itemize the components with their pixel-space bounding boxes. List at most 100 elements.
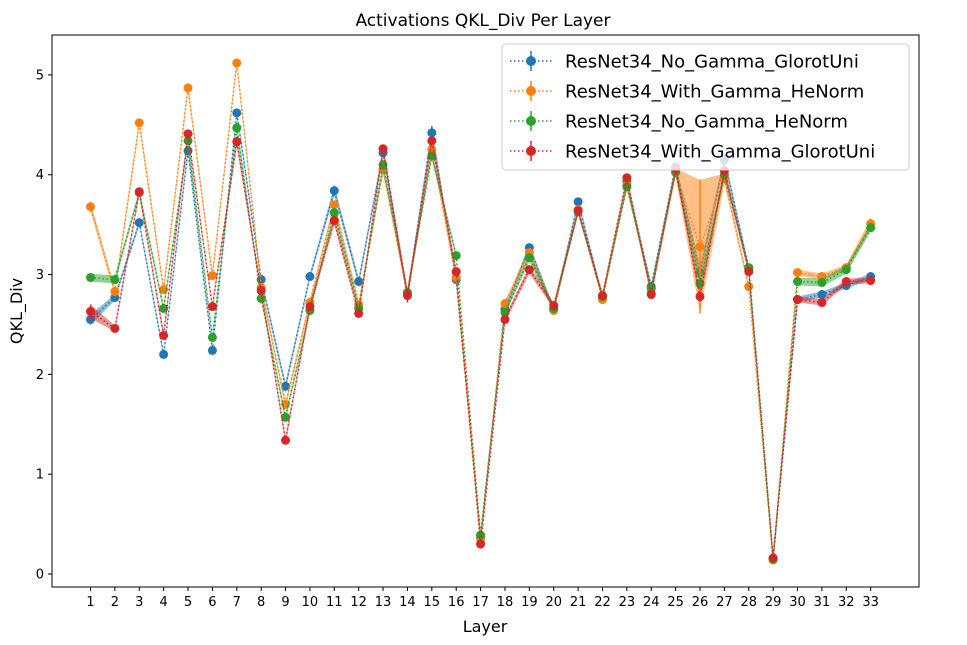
series-1-point	[354, 277, 364, 287]
legend-marker	[526, 116, 536, 126]
series-2-point	[110, 287, 120, 297]
series-1-point	[281, 381, 291, 391]
series-3-point	[329, 208, 339, 218]
x-tick-label: 19	[521, 595, 538, 610]
legend-label: ResNet34_No_Gamma_GlorotUni	[565, 52, 859, 73]
series-1-point	[232, 108, 242, 118]
series-1-point	[817, 290, 827, 300]
series-4-point	[329, 216, 339, 226]
y-tick-label: 4	[36, 168, 44, 183]
series-2-point	[183, 83, 193, 93]
y-tick-label: 0	[36, 568, 44, 583]
series-4-point	[841, 277, 851, 287]
x-tick-label: 1	[86, 595, 94, 610]
series-3-point	[866, 223, 876, 233]
series-3-point	[281, 412, 291, 422]
series-4-point	[159, 330, 169, 340]
x-tick-label: 22	[594, 595, 611, 610]
series-4-point	[866, 276, 876, 286]
x-tick-label: 23	[619, 595, 636, 610]
series-4-point	[500, 314, 510, 324]
series-4-point	[281, 435, 291, 445]
series-4-point	[354, 308, 364, 318]
x-tick-label: 12	[350, 595, 367, 610]
y-tick-label: 2	[36, 368, 44, 383]
x-tick-label: 5	[184, 595, 192, 610]
series-4-point	[207, 302, 217, 312]
series-3-point	[256, 294, 266, 304]
x-tick-label: 33	[862, 595, 879, 610]
series-1-point	[305, 272, 315, 282]
x-tick-label: 13	[375, 595, 392, 610]
series-3-point	[476, 530, 486, 540]
series-4-point	[134, 187, 144, 197]
series-4-point	[402, 291, 412, 301]
x-tick-label: 18	[497, 595, 514, 610]
series-4-point	[622, 173, 632, 183]
series-2-point	[793, 268, 803, 278]
series-2-point	[86, 202, 95, 212]
series-3-point	[86, 273, 95, 283]
series-4-point	[427, 136, 437, 146]
series-2-point	[134, 118, 144, 128]
series-4-point	[232, 137, 242, 147]
x-tick-label: 16	[448, 595, 465, 610]
x-tick-label: 31	[814, 595, 831, 610]
series-4-point	[305, 302, 315, 312]
series-3-point	[817, 278, 827, 288]
series-3-point	[159, 304, 169, 314]
y-tick-label: 1	[36, 468, 44, 483]
x-tick-label: 11	[326, 595, 343, 610]
x-tick-label: 4	[159, 595, 167, 610]
x-tick-label: 9	[281, 595, 289, 610]
legend-label: ResNet34_With_Gamma_GlorotUni	[565, 142, 875, 163]
series-1-point	[329, 186, 339, 196]
x-tick-label: 8	[257, 595, 265, 610]
series-2-point	[232, 58, 242, 68]
series-1-point	[159, 349, 169, 359]
legend-label: ResNet34_No_Gamma_HeNorm	[565, 112, 848, 133]
series-4	[86, 129, 876, 563]
plot-area	[86, 58, 876, 565]
series-2-point	[207, 271, 217, 281]
series-4-point	[256, 286, 266, 296]
legend-marker	[526, 86, 536, 96]
series-1-point	[573, 197, 583, 207]
y-axis-label: QKL_Div	[7, 278, 27, 344]
x-tick-label: 25	[667, 595, 684, 610]
x-tick-label: 7	[233, 595, 241, 610]
series-1-point	[134, 218, 144, 228]
series-1-point	[427, 128, 437, 138]
x-tick-label: 3	[135, 595, 143, 610]
series-4-point	[451, 267, 461, 277]
legend: ResNet34_No_Gamma_GlorotUni ResNet34_With…	[501, 43, 910, 171]
legend-marker	[526, 146, 536, 156]
legend-label: ResNet34_With_Gamma_HeNorm	[565, 82, 864, 103]
series-4-point	[695, 292, 705, 302]
x-tick-label: 20	[545, 595, 562, 610]
series-4-point	[524, 265, 534, 275]
x-axis-label: Layer	[463, 617, 508, 636]
x-tick-label: 29	[765, 595, 782, 610]
series-2-point	[744, 282, 754, 292]
y-tick-label: 5	[36, 68, 44, 83]
x-tick-label: 14	[399, 595, 416, 610]
series-4-point	[817, 298, 827, 308]
series-4-point	[646, 290, 656, 300]
series-3-point	[207, 332, 217, 342]
series-4-point	[86, 306, 95, 316]
x-tick-label: 2	[111, 595, 119, 610]
series-2-point	[695, 242, 705, 252]
series-3-point	[524, 253, 534, 263]
series-4-point	[183, 129, 193, 139]
series-2-point	[329, 200, 339, 210]
series-4-point	[744, 267, 754, 277]
series-3-point	[183, 136, 193, 146]
series-4-point	[110, 323, 120, 333]
series-3-point	[232, 123, 242, 133]
series-4-point	[597, 291, 607, 301]
x-tick-label: 6	[208, 595, 216, 610]
chart-title: Activations QKL_Div Per Layer	[355, 11, 610, 31]
x-tick-label: 27	[716, 595, 733, 610]
